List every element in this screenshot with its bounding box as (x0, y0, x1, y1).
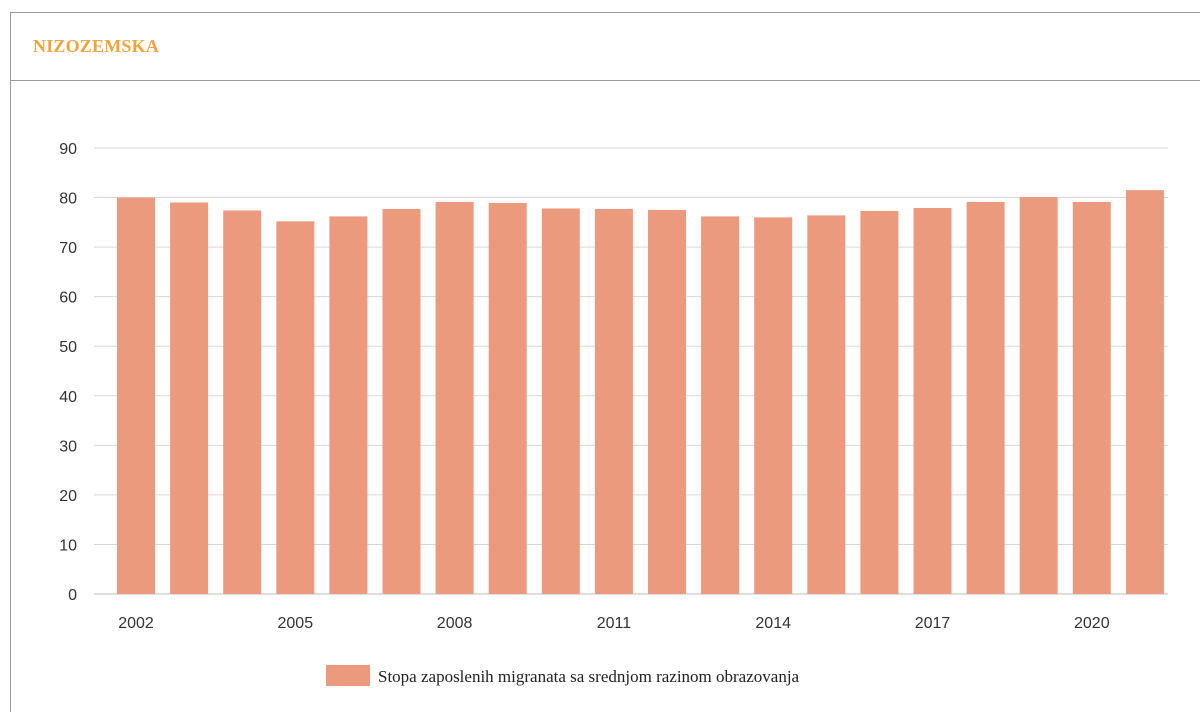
legend: Stopa zaposlenih migranata sa srednjom r… (326, 665, 800, 686)
bar[interactable] (594, 208, 633, 594)
x-axis: 2002 2005 2008 2011 2014 2017 2020 (118, 615, 1109, 632)
y-tick-label: 70 (59, 240, 77, 257)
bar[interactable] (701, 216, 740, 595)
y-tick-label: 60 (59, 290, 77, 307)
bar[interactable] (329, 216, 368, 595)
y-tick-label: 30 (59, 438, 77, 455)
bar[interactable] (117, 197, 155, 595)
y-tick-label: 40 (59, 389, 77, 406)
x-tick-label: 2017 (915, 615, 951, 632)
bar[interactable] (223, 210, 262, 594)
x-tick-label: 2014 (755, 615, 791, 632)
bar[interactable] (1125, 190, 1164, 594)
y-tick-label: 80 (59, 191, 77, 208)
bar[interactable] (382, 208, 421, 594)
bar[interactable] (488, 203, 527, 595)
y-tick-label: 20 (59, 488, 77, 505)
bar[interactable] (966, 202, 1005, 594)
x-tick-label: 2002 (118, 615, 154, 632)
y-tick-label: 0 (68, 587, 77, 604)
x-tick-label: 2011 (597, 615, 632, 632)
panel-header: NIZOZEMSKA (11, 13, 1200, 81)
bar[interactable] (541, 208, 580, 595)
bar[interactable] (1072, 202, 1111, 594)
bar[interactable] (435, 202, 474, 594)
bar[interactable] (913, 207, 952, 594)
bar[interactable] (807, 215, 846, 594)
bar[interactable] (754, 217, 793, 594)
legend-label[interactable]: Stopa zaposlenih migranata sa srednjom r… (378, 667, 800, 686)
x-tick-label: 2008 (437, 615, 473, 632)
y-tick-label: 90 (59, 141, 77, 158)
bar[interactable] (276, 221, 315, 594)
y-tick-label: 10 (59, 537, 77, 554)
bar[interactable] (170, 202, 209, 594)
panel-title: NIZOZEMSKA (33, 36, 160, 56)
y-axis: 0 10 20 30 40 50 60 70 80 90 (59, 141, 77, 604)
bar[interactable] (860, 210, 899, 595)
x-tick-label: 2005 (278, 615, 314, 632)
y-tick-label: 50 (59, 339, 77, 356)
x-tick-label: 2020 (1074, 615, 1110, 632)
bar[interactable] (648, 209, 686, 594)
legend-swatch[interactable] (326, 665, 370, 686)
bars (117, 190, 1164, 595)
bar[interactable] (1019, 197, 1058, 594)
